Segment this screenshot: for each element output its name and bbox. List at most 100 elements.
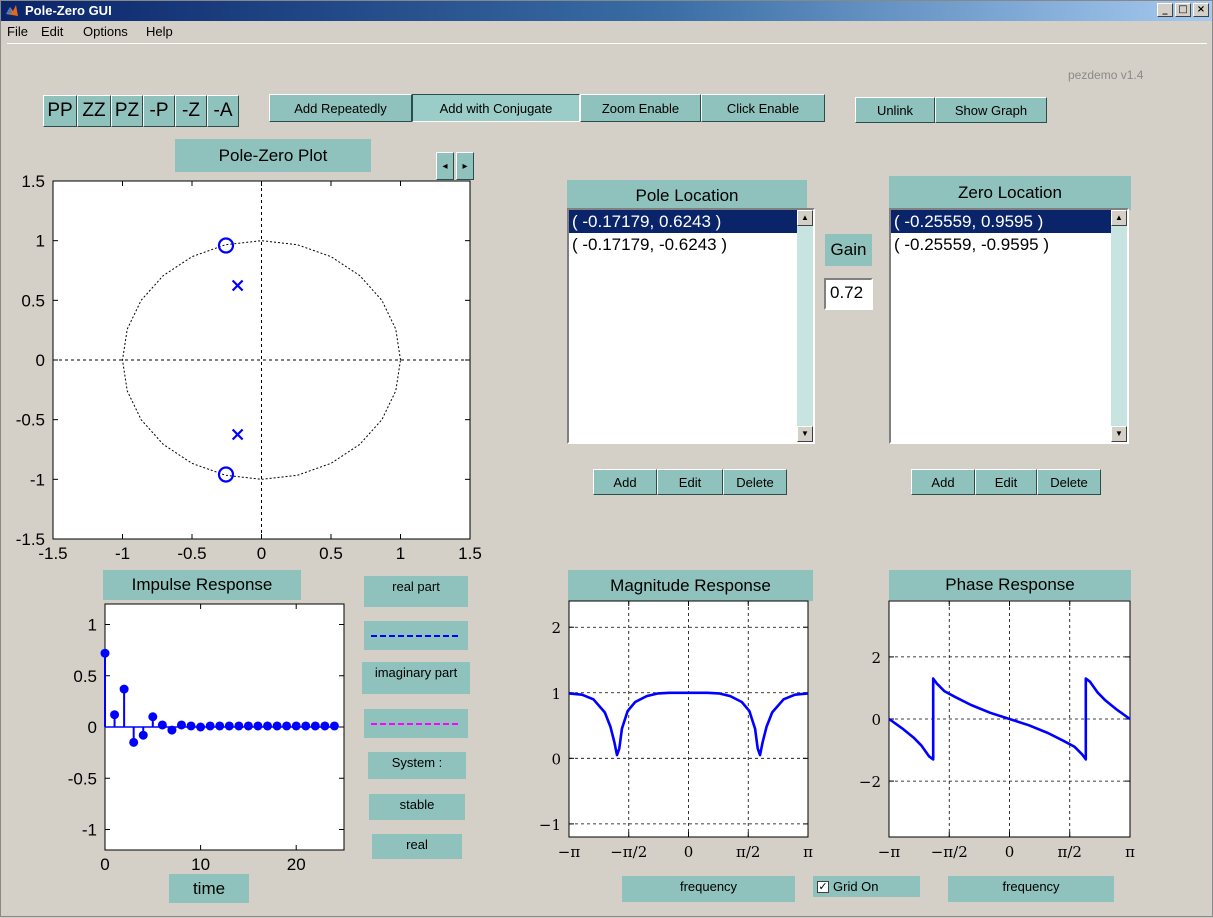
menu-file[interactable]: File <box>7 24 28 39</box>
pole-delete-button[interactable]: Delete <box>723 469 787 495</box>
pole-edit-button[interactable]: Edit <box>657 469 723 495</box>
scrollbar[interactable]: ▲ ▼ <box>1111 210 1127 442</box>
phase-ytick-label: 2 <box>871 649 881 667</box>
impulse-point <box>320 721 330 731</box>
zero-list[interactable]: ( -0.25559, 0.9595 ) ( -0.25559, -0.9595… <box>889 208 1129 444</box>
pz-xtick-label: 0.5 <box>319 544 343 563</box>
phase-frequency-label: frequency <box>948 876 1114 902</box>
unlink-button[interactable]: Unlink <box>855 97 935 123</box>
scrollbar[interactable]: ▲ ▼ <box>797 210 813 442</box>
pz-xtick-label: 1.5 <box>458 544 482 563</box>
phase-series-line <box>888 677 1131 761</box>
impulse-point <box>167 725 177 735</box>
magnitude-ytick-label: 1 <box>551 685 561 703</box>
impulse-point <box>272 721 282 731</box>
scroll-up-icon[interactable]: ▲ <box>797 210 813 226</box>
pz-zero-marker <box>217 237 235 254</box>
system-label: System : <box>368 752 466 779</box>
impulse-ytick-label: 0 <box>88 718 97 737</box>
pz-zero-marker <box>217 466 235 483</box>
scroll-up-icon[interactable]: ▲ <box>1111 210 1127 226</box>
zoom-enable-button[interactable]: Zoom Enable <box>580 94 701 122</box>
zero-add-button[interactable]: Add <box>911 469 975 495</box>
list-item[interactable]: ( -0.25559, 0.9595 ) <box>891 210 1127 233</box>
impulse-point <box>310 721 320 731</box>
pole-add-button[interactable]: Add <box>593 469 657 495</box>
impulse-point <box>301 721 311 731</box>
pz-ytick-label: 1.5 <box>21 172 45 191</box>
title-bar[interactable]: Pole-Zero GUI _ □ × <box>1 1 1212 21</box>
zero-delete-button[interactable]: Delete <box>1037 469 1101 495</box>
grid-checkbox[interactable]: ✓ <box>817 879 829 893</box>
impulse-ytick-label: -1 <box>82 821 97 840</box>
magnitude-xtick-label: π/2 <box>736 843 760 861</box>
grid-on-toggle[interactable]: ✓ Grid On <box>813 876 920 897</box>
real-part-line <box>371 634 461 637</box>
impulse-point <box>253 721 263 731</box>
add-with-conjugate-button[interactable]: Add with Conjugate <box>412 94 580 122</box>
remove-pole-button[interactable]: -P <box>143 95 175 127</box>
matlab-icon <box>6 5 18 16</box>
impulse-point <box>205 721 215 731</box>
menu-edit[interactable]: Edit <box>41 24 64 39</box>
pole-zero-title: Pole-Zero Plot <box>175 139 371 172</box>
scroll-down-icon[interactable]: ▼ <box>797 426 813 442</box>
zoom-right-arrow-icon[interactable]: ▸ <box>456 152 474 180</box>
real-part-legend <box>364 621 468 650</box>
magnitude-xtick-label: −π <box>558 843 581 861</box>
list-item[interactable]: ( -0.25559, -0.9595 ) <box>894 235 1049 254</box>
impulse-point <box>138 730 148 740</box>
impulse-point <box>186 721 196 731</box>
magnitude-xtick-label: −π/2 <box>610 843 647 861</box>
impulse-point <box>234 721 244 731</box>
minimize-button[interactable]: _ <box>1157 3 1173 17</box>
imaginary-part-legend <box>364 709 468 738</box>
zero-location-title: Zero Location <box>889 176 1131 210</box>
impulse-point <box>100 648 110 658</box>
menu-options[interactable]: Options <box>83 24 128 39</box>
magnitude-axes-box <box>568 600 809 838</box>
zz-button[interactable]: ZZ <box>77 95 111 127</box>
gain-input[interactable]: 0.72 <box>824 278 873 310</box>
impulse-point <box>263 721 273 731</box>
grid-on-label: Grid On <box>833 879 879 894</box>
pz-button[interactable]: PZ <box>111 95 143 127</box>
phase-ytick-label: −2 <box>859 773 881 791</box>
impulse-ytick-label: -0.5 <box>68 769 97 788</box>
impulse-xtick-label: 20 <box>287 855 306 874</box>
phase-xtick-label: 0 <box>1005 843 1015 861</box>
show-graph-button[interactable]: Show Graph <box>935 97 1047 123</box>
system-real-status: real <box>372 834 462 859</box>
remove-all-button[interactable]: -A <box>207 95 239 127</box>
remove-zero-button[interactable]: -Z <box>175 95 207 127</box>
pz-ytick-label: 1 <box>36 232 45 251</box>
pz-ytick-label: 0.5 <box>21 291 45 310</box>
imaginary-part-label: imaginary part <box>362 662 470 694</box>
menu-help[interactable]: Help <box>146 24 173 39</box>
impulse-point <box>291 721 301 731</box>
add-repeatedly-button[interactable]: Add Repeatedly <box>269 94 412 122</box>
impulse-point <box>215 721 225 731</box>
impulse-ytick-label: 0.5 <box>73 667 97 686</box>
magnitude-ytick-label: −1 <box>539 816 561 834</box>
maximize-button[interactable]: □ <box>1175 3 1191 17</box>
magnitude-xtick-label: 0 <box>684 843 694 861</box>
pole-list[interactable]: ( -0.17179, 0.6243 ) ( -0.17179, -0.6243… <box>567 208 815 444</box>
pz-ytick-label: 0 <box>36 351 45 370</box>
system-stable-status: stable <box>369 794 465 820</box>
list-item[interactable]: ( -0.17179, -0.6243 ) <box>572 235 727 254</box>
close-button[interactable]: × <box>1193 3 1209 17</box>
scroll-down-icon[interactable]: ▼ <box>1111 426 1127 442</box>
pp-button[interactable]: PP <box>43 95 77 127</box>
magnitude-ytick-label: 2 <box>551 619 561 637</box>
impulse-point <box>176 720 186 730</box>
list-item[interactable]: ( -0.17179, 0.6243 ) <box>569 210 813 233</box>
impulse-point <box>329 721 339 731</box>
zero-edit-button[interactable]: Edit <box>975 469 1037 495</box>
real-part-label: real part <box>364 576 468 607</box>
pole-location-title: Pole Location <box>567 180 807 212</box>
zoom-left-arrow-icon[interactable]: ◂ <box>436 152 454 180</box>
menu-bar: File Edit Options Help <box>1 21 1212 43</box>
click-enable-button[interactable]: Click Enable <box>701 94 825 122</box>
